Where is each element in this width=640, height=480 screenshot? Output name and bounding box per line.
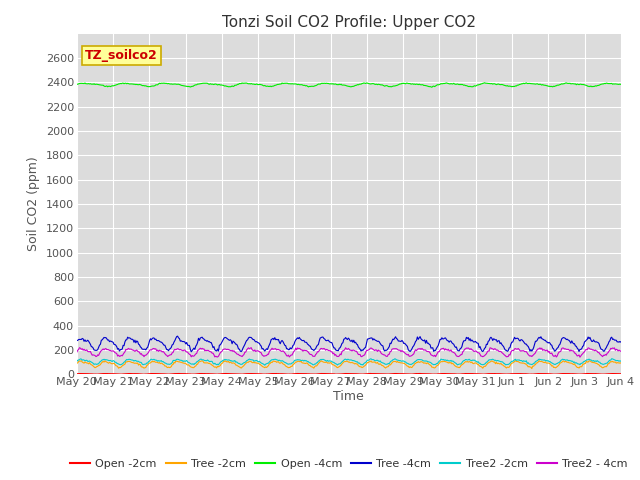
Tree -2cm	[73, 360, 81, 366]
Tree -4cm	[73, 338, 81, 344]
Open -4cm	[428, 84, 436, 90]
Tree -4cm	[396, 338, 403, 344]
Tree -4cm	[188, 349, 195, 355]
Tree2 - 4cm	[394, 347, 402, 353]
Tree2 - 4cm	[320, 346, 328, 351]
X-axis label: Time: Time	[333, 390, 364, 403]
Legend: Open -2cm, Tree -2cm, Open -4cm, Tree -4cm, Tree2 -2cm, Tree2 - 4cm: Open -2cm, Tree -2cm, Open -4cm, Tree -4…	[65, 455, 632, 474]
Open -2cm	[320, 371, 328, 376]
Open -4cm	[484, 81, 492, 86]
Line: Tree2 -2cm: Tree2 -2cm	[77, 359, 621, 365]
Tree -2cm	[169, 361, 177, 367]
Tree -4cm	[321, 336, 328, 342]
Open -4cm	[437, 81, 445, 86]
Line: Open -2cm: Open -2cm	[77, 373, 621, 374]
Tree2 -2cm	[437, 356, 445, 362]
Open -2cm	[438, 371, 445, 376]
Tree -2cm	[617, 360, 625, 366]
Tree2 -2cm	[261, 362, 269, 368]
Open -2cm	[214, 371, 221, 377]
Tree -2cm	[394, 359, 401, 364]
Title: Tonzi Soil CO2 Profile: Upper CO2: Tonzi Soil CO2 Profile: Upper CO2	[222, 15, 476, 30]
Line: Tree -2cm: Tree -2cm	[77, 360, 621, 369]
Open -4cm	[617, 82, 625, 87]
Line: Open -4cm: Open -4cm	[77, 83, 621, 87]
Open -4cm	[73, 82, 81, 87]
Tree -2cm	[319, 359, 327, 365]
Tree2 - 4cm	[576, 354, 584, 360]
Tree2 -2cm	[73, 359, 81, 364]
Tree2 - 4cm	[483, 349, 491, 355]
Tree -2cm	[483, 362, 490, 368]
Tree -4cm	[214, 348, 222, 354]
Tree2 - 4cm	[437, 346, 445, 352]
Open -2cm	[617, 371, 625, 377]
Tree2 -2cm	[213, 362, 221, 368]
Tree -2cm	[436, 360, 444, 365]
Tree -4cm	[484, 338, 492, 344]
Tree2 -2cm	[483, 359, 491, 365]
Tree -4cm	[438, 335, 445, 341]
Open -4cm	[319, 81, 327, 86]
Tree2 - 4cm	[247, 345, 255, 350]
Tree -2cm	[528, 366, 536, 372]
Open -2cm	[396, 371, 403, 377]
Open -2cm	[170, 371, 178, 377]
Open -2cm	[73, 371, 81, 377]
Tree2 -2cm	[169, 358, 177, 363]
Tree -4cm	[174, 333, 182, 339]
Open -2cm	[140, 372, 148, 377]
Open -4cm	[213, 82, 221, 87]
Tree -4cm	[617, 339, 625, 345]
Tree2 -2cm	[617, 358, 625, 364]
Open -4cm	[169, 81, 177, 87]
Tree2 - 4cm	[169, 349, 177, 355]
Tree2 - 4cm	[213, 354, 221, 360]
Text: TZ_soilco2: TZ_soilco2	[85, 49, 157, 62]
Tree2 - 4cm	[617, 348, 625, 354]
Line: Tree2 - 4cm: Tree2 - 4cm	[77, 348, 621, 357]
Tree2 -2cm	[608, 356, 616, 361]
Y-axis label: Soil CO2 (ppm): Soil CO2 (ppm)	[28, 156, 40, 252]
Open -4cm	[481, 80, 488, 85]
Open -2cm	[484, 371, 492, 377]
Tree -2cm	[213, 365, 221, 371]
Line: Tree -4cm: Tree -4cm	[77, 336, 621, 352]
Tree2 -2cm	[320, 357, 328, 362]
Tree -2cm	[511, 358, 519, 363]
Tree -4cm	[169, 342, 177, 348]
Tree2 - 4cm	[73, 349, 81, 355]
Open -2cm	[366, 371, 374, 376]
Open -4cm	[394, 83, 401, 88]
Tree2 -2cm	[394, 358, 402, 363]
